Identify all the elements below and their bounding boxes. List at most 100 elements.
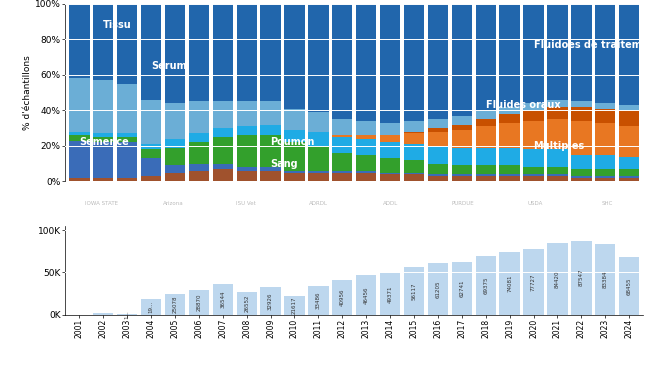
Text: 61205: 61205 [436,280,441,298]
Bar [476,174,496,176]
Bar [356,135,376,139]
Bar [141,144,161,149]
Bar [308,287,328,315]
Bar [523,121,543,149]
Bar [476,256,496,315]
Bar [93,80,113,134]
Bar [284,4,305,109]
Bar [571,4,592,101]
Bar [117,134,137,137]
Text: Multiples: Multiples [534,141,585,151]
Bar [213,137,233,164]
Bar [547,100,567,107]
Bar [356,4,376,121]
Bar [141,4,161,100]
Bar [141,100,161,144]
Bar [619,176,640,178]
Bar [428,164,448,174]
Text: 83384: 83384 [603,271,608,288]
Bar [284,296,305,315]
Bar [188,171,209,182]
Bar [619,110,640,126]
Bar [547,174,567,176]
Bar [332,4,352,119]
Bar [547,243,567,315]
Bar [404,134,424,144]
Text: 26552: 26552 [244,295,249,312]
Bar [571,121,592,155]
Bar [213,128,233,137]
Bar [547,167,567,174]
Text: PURDUE: PURDUE [451,201,474,206]
Bar [308,171,328,172]
Bar [404,267,424,315]
Bar [237,135,257,167]
Text: 62741: 62741 [460,280,464,297]
Bar [69,78,90,132]
Bar [188,164,209,171]
Bar [571,178,592,182]
Bar [428,176,448,182]
Bar [499,165,520,174]
Bar [188,101,209,134]
Text: 1...: 1... [125,310,129,319]
Bar [213,284,233,315]
Bar [284,142,305,171]
Bar [308,4,328,112]
Bar [619,178,640,182]
Bar [69,132,90,135]
Bar [595,103,616,109]
Bar [476,126,496,147]
Text: Fluidoes de traitement: Fluidoes de traitement [534,40,650,49]
Text: ADRDL: ADRDL [309,201,328,206]
Bar [141,299,161,315]
Bar [93,4,113,80]
Bar [380,135,400,142]
Bar [428,128,448,132]
Text: 25078: 25078 [172,295,177,313]
Bar [213,4,233,101]
Bar [117,4,137,84]
Text: 40956: 40956 [340,289,344,306]
Bar [476,165,496,174]
Text: 49371: 49371 [387,285,393,303]
Bar [332,135,352,137]
Bar [308,112,328,132]
Bar [595,155,616,169]
Bar [499,252,520,315]
Bar [188,4,209,101]
Bar [452,165,472,174]
Bar [380,142,400,158]
Bar [595,123,616,155]
Bar [237,4,257,101]
Bar [261,171,281,182]
Bar [284,172,305,182]
Text: USDA: USDA [527,201,543,206]
Bar [523,4,543,103]
Bar [452,116,472,124]
Bar [476,147,496,165]
Bar [69,4,90,78]
Bar [308,132,328,146]
Bar [261,135,281,167]
Bar [237,292,257,315]
Bar [380,158,400,172]
Bar [428,119,448,128]
Bar [308,172,328,182]
Text: Tissu: Tissu [103,20,132,30]
Bar [476,119,496,126]
Bar [404,172,424,174]
Bar [523,167,543,174]
Bar [571,107,592,121]
Text: 77727: 77727 [531,273,536,291]
Y-axis label: % d'échantillons: % d'échantillons [23,55,32,130]
Bar [499,123,520,147]
Bar [284,171,305,172]
Text: 74081: 74081 [507,274,512,292]
Bar [213,169,233,182]
Bar [188,142,209,164]
Bar [404,144,424,160]
Text: Poumon: Poumon [270,137,315,147]
Bar [69,141,90,178]
Bar [308,146,328,171]
